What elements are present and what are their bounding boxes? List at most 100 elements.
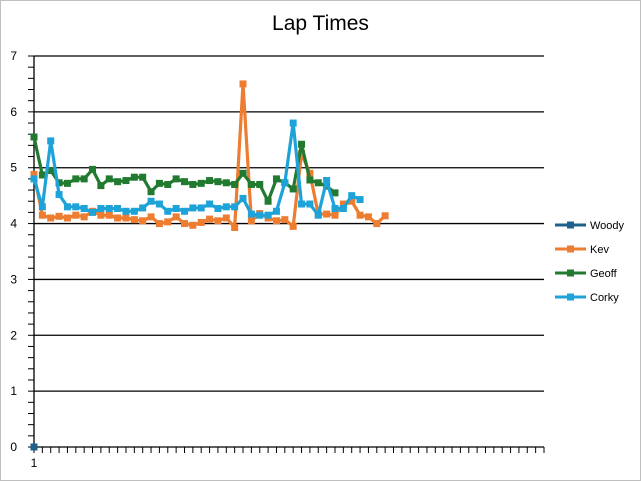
data-point-corky — [331, 204, 339, 212]
data-point-geoff — [72, 175, 80, 183]
data-point-geoff — [63, 179, 71, 187]
data-point-corky — [289, 119, 297, 127]
data-point-geoff — [272, 175, 280, 183]
data-point-kev — [272, 217, 280, 225]
data-point-kev — [247, 217, 255, 225]
data-point-corky — [139, 204, 147, 212]
legend-item-geoff: Geoff — [555, 268, 618, 280]
data-point-corky — [97, 204, 105, 212]
data-point-kev — [356, 211, 364, 219]
x-tick-label: 1 — [31, 456, 38, 470]
data-point-geoff — [247, 180, 255, 188]
data-point-kev — [122, 214, 130, 222]
data-point-kev — [105, 211, 113, 219]
data-point-geoff — [331, 189, 339, 197]
data-point-geoff — [298, 140, 306, 148]
data-point-kev — [147, 213, 155, 221]
data-point-kev — [72, 211, 80, 219]
data-point-corky — [272, 207, 280, 215]
data-point-corky — [38, 203, 46, 211]
y-tick-label: 6 — [10, 105, 17, 119]
series-woody — [30, 443, 38, 451]
data-point-geoff — [80, 175, 88, 183]
series-line-corky — [32, 121, 361, 217]
data-point-geoff — [105, 175, 113, 183]
data-point-corky — [348, 192, 356, 200]
data-point-kev — [197, 218, 205, 226]
data-point-kev — [30, 170, 38, 178]
data-point-kev — [180, 220, 188, 228]
data-point-geoff — [47, 167, 55, 175]
data-point-corky — [130, 207, 138, 215]
data-point-geoff — [206, 177, 214, 185]
data-point-geoff — [256, 180, 264, 188]
data-point-geoff — [239, 169, 247, 177]
data-point-corky — [231, 203, 239, 211]
data-point-kev — [97, 211, 105, 219]
data-point-geoff — [30, 133, 38, 141]
x-ticks: 1 — [31, 447, 545, 470]
data-point-kev — [323, 210, 331, 218]
legend-item-kev: Kev — [555, 244, 609, 256]
data-point-kev — [298, 150, 306, 158]
legend-label-woody: Woody — [590, 220, 625, 232]
data-point-kev — [381, 212, 389, 220]
data-point-corky — [122, 207, 130, 215]
series-group — [30, 80, 389, 451]
data-point-geoff — [231, 180, 239, 188]
data-point-corky — [222, 203, 230, 211]
data-point-corky — [356, 196, 364, 204]
y-tick-labels: 0 1 2 3 4 5 6 7 — [10, 49, 17, 454]
data-point-corky — [63, 203, 71, 211]
data-point-corky — [114, 204, 122, 212]
data-point-corky — [339, 204, 347, 212]
data-point-geoff — [122, 177, 130, 185]
legend-marker-geoff — [567, 269, 574, 277]
data-point-kev — [214, 217, 222, 225]
legend-label-corky: Corky — [590, 292, 619, 304]
legend-marker-woody — [567, 221, 574, 229]
data-point-corky — [155, 200, 163, 208]
data-point-geoff — [180, 178, 188, 186]
series-corky — [30, 119, 364, 219]
legend-item-woody: Woody — [555, 220, 625, 232]
data-point-geoff — [164, 180, 172, 188]
axes — [28, 55, 544, 448]
data-point-geoff — [172, 175, 180, 183]
data-point-kev — [47, 214, 55, 222]
data-point-kev — [281, 216, 289, 224]
data-point-geoff — [130, 173, 138, 181]
y-tick-label: 4 — [10, 217, 17, 231]
data-point-woody — [30, 443, 38, 451]
data-point-corky — [72, 203, 80, 211]
data-point-geoff — [214, 178, 222, 186]
data-point-corky — [180, 207, 188, 215]
data-point-kev — [364, 213, 372, 221]
data-point-corky — [323, 177, 331, 185]
data-point-corky — [105, 204, 113, 212]
data-point-geoff — [155, 179, 163, 187]
data-point-kev — [172, 213, 180, 221]
data-point-kev — [63, 214, 71, 222]
y-tick-label: 1 — [10, 384, 17, 398]
legend-label-kev: Kev — [590, 244, 609, 256]
data-point-kev — [38, 211, 46, 219]
data-point-kev — [206, 215, 214, 223]
data-point-geoff — [197, 179, 205, 187]
y-tick-label: 5 — [10, 161, 17, 175]
data-point-corky — [147, 197, 155, 205]
data-point-kev — [130, 216, 138, 224]
data-point-kev — [164, 218, 172, 226]
data-point-geoff — [222, 179, 230, 187]
data-point-geoff — [306, 176, 314, 184]
data-point-corky — [281, 179, 289, 187]
data-point-geoff — [147, 188, 155, 196]
data-point-corky — [30, 175, 38, 183]
data-point-corky — [314, 211, 322, 219]
data-point-kev — [189, 221, 197, 229]
data-point-kev — [55, 212, 63, 220]
data-point-corky — [189, 204, 197, 212]
data-point-geoff — [189, 180, 197, 188]
legend-marker-kev — [567, 245, 574, 253]
legend: Woody Kev Geoff Corky — [555, 220, 625, 304]
